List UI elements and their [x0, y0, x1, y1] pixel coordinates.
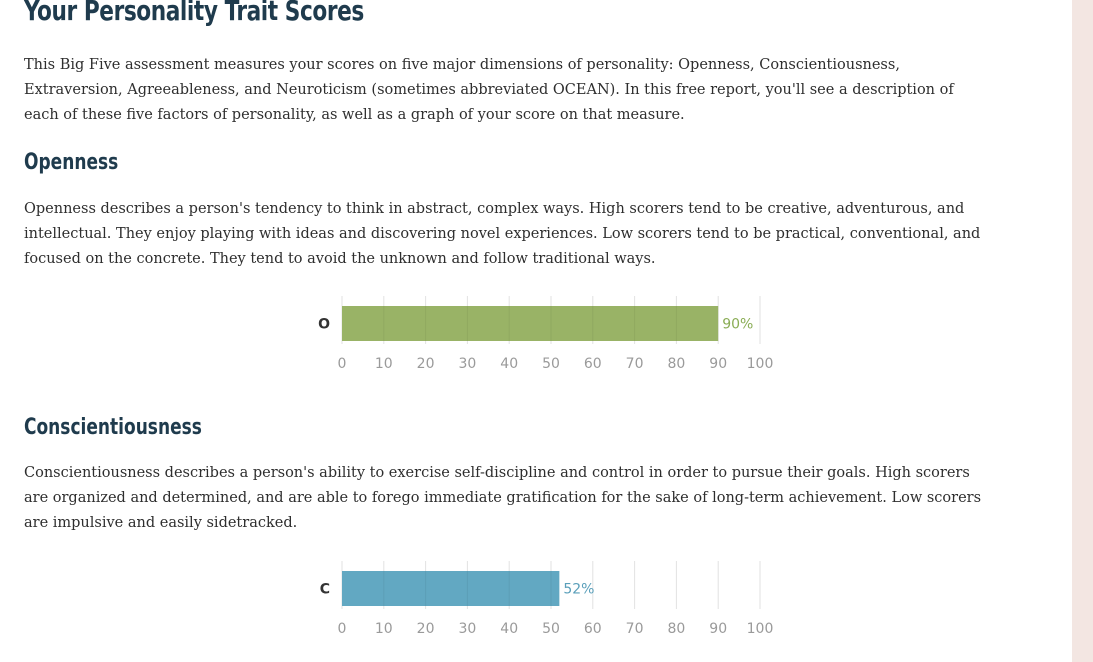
tick-label-20: 20	[417, 621, 435, 637]
tick-label-40: 40	[500, 621, 518, 637]
conscientiousness-description: Conscientiousness describes a person's a…	[24, 465, 982, 531]
tick-label-90: 90	[709, 621, 727, 637]
openness-bar-chart: O 90% 0 10 20 30 40 50 60 70 80 90 100	[318, 296, 774, 372]
tick-label-70: 70	[626, 356, 644, 372]
openness-description: Openness describes a person's tendency t…	[24, 201, 981, 267]
tick-label-70: 70	[626, 621, 644, 637]
tick-label-10: 10	[375, 356, 393, 372]
tick-label-90: 90	[709, 356, 727, 372]
tick-label-80: 80	[667, 356, 685, 372]
category-label: O	[318, 317, 330, 333]
tick-label-30: 30	[458, 621, 476, 637]
tick-label-20: 20	[417, 356, 435, 372]
openness-heading: Openness	[24, 150, 119, 175]
tick-label-60: 60	[584, 621, 602, 637]
tick-label-50: 50	[542, 621, 560, 637]
bar-O	[342, 306, 719, 341]
openness-chart: O 90% 0 10 20 30 40 50 60 70 80 90 100	[294, 292, 814, 382]
tick-label-0: 0	[338, 621, 347, 637]
tick-label-100: 100	[747, 356, 774, 372]
tick-label-50: 50	[542, 356, 560, 372]
tick-label-100: 100	[747, 621, 774, 637]
category-label: C	[320, 582, 330, 598]
tick-label-0: 0	[338, 356, 347, 372]
page-title: Your Personality Trait Scores	[24, 0, 364, 27]
tick-label-40: 40	[500, 356, 518, 372]
tick-label-60: 60	[584, 356, 602, 372]
tick-label-10: 10	[375, 621, 393, 637]
conscientiousness-bar-chart: C 52% 0 10 20 30 40 50 60 70 80 90 100	[320, 561, 774, 637]
tick-label-80: 80	[667, 621, 685, 637]
right-edge-strip	[1072, 0, 1093, 662]
value-label: 90%	[722, 317, 753, 333]
value-label: 52%	[563, 582, 594, 598]
tick-label-30: 30	[458, 356, 476, 372]
intro-paragraph: This Big Five assessment measures your s…	[24, 57, 954, 123]
bar-C	[342, 571, 560, 606]
conscientiousness-chart: C 52% 0 10 20 30 40 50 60 70 80 90 100	[294, 557, 814, 647]
conscientiousness-heading: Conscientiousness	[24, 415, 202, 440]
